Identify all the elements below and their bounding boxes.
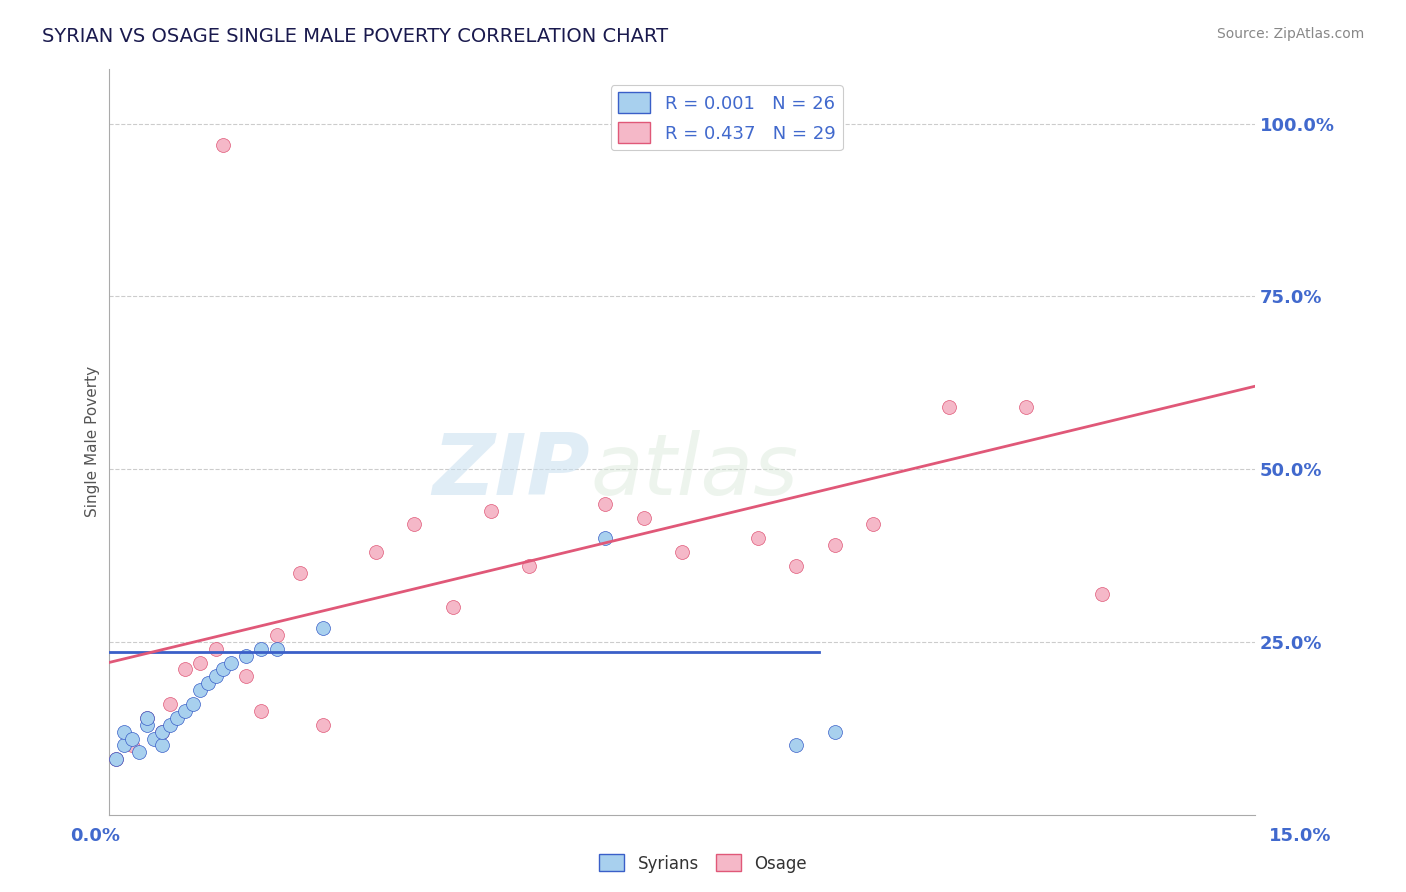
Point (150, 724, 173, 739)
Point (121, 739, 143, 753)
Point (135, 711, 157, 725)
Point (862, 517, 884, 532)
Point (479, 503, 502, 517)
Point (785, 558, 807, 573)
Point (166, 711, 188, 725)
Point (159, 697, 181, 711)
Point (517, 558, 540, 573)
Point (112, 724, 135, 739)
Text: Source: ZipAtlas.com: Source: ZipAtlas.com (1216, 27, 1364, 41)
Point (174, 663, 197, 677)
Point (747, 531, 769, 545)
Point (121, 731, 143, 746)
Point (266, 641, 288, 656)
Point (633, 510, 655, 524)
Point (204, 641, 226, 656)
Point (212, 137, 235, 152)
Point (150, 724, 173, 739)
Point (235, 669, 257, 683)
Point (1014, 400, 1036, 414)
Text: ZIP: ZIP (433, 430, 591, 513)
Point (174, 704, 197, 718)
Point (128, 745, 150, 759)
Point (311, 718, 333, 732)
Point (595, 497, 617, 511)
Point (150, 739, 173, 753)
Point (311, 621, 333, 635)
Text: 0.0%: 0.0% (70, 827, 121, 845)
Point (188, 683, 211, 698)
Point (785, 739, 807, 753)
Point (197, 676, 219, 690)
Point (288, 566, 311, 580)
Point (824, 538, 846, 552)
Text: SYRIAN VS OSAGE SINGLE MALE POVERTY CORRELATION CHART: SYRIAN VS OSAGE SINGLE MALE POVERTY CORR… (42, 27, 668, 45)
Text: 15.0%: 15.0% (1270, 827, 1331, 845)
Point (135, 718, 157, 732)
Point (135, 711, 157, 725)
Point (181, 697, 204, 711)
Legend: R = 0.001   N = 26, R = 0.437   N = 29: R = 0.001 N = 26, R = 0.437 N = 29 (610, 85, 842, 150)
Point (143, 731, 166, 746)
Text: atlas: atlas (591, 430, 799, 513)
Point (250, 641, 273, 656)
Point (159, 718, 181, 732)
Point (938, 400, 960, 414)
Point (595, 531, 617, 545)
Point (188, 656, 211, 670)
Point (250, 704, 273, 718)
Point (204, 669, 226, 683)
Point (112, 739, 135, 753)
Point (441, 600, 464, 615)
Point (266, 628, 288, 642)
Point (364, 545, 387, 559)
Point (1091, 586, 1114, 600)
Point (212, 663, 235, 677)
Point (671, 545, 693, 559)
Y-axis label: Single Male Poverty: Single Male Poverty (86, 366, 100, 517)
Point (404, 517, 426, 532)
Point (235, 648, 257, 663)
Point (219, 656, 242, 670)
Point (824, 724, 846, 739)
Legend: Syrians, Osage: Syrians, Osage (593, 847, 813, 880)
Point (105, 752, 128, 766)
Point (105, 752, 128, 766)
